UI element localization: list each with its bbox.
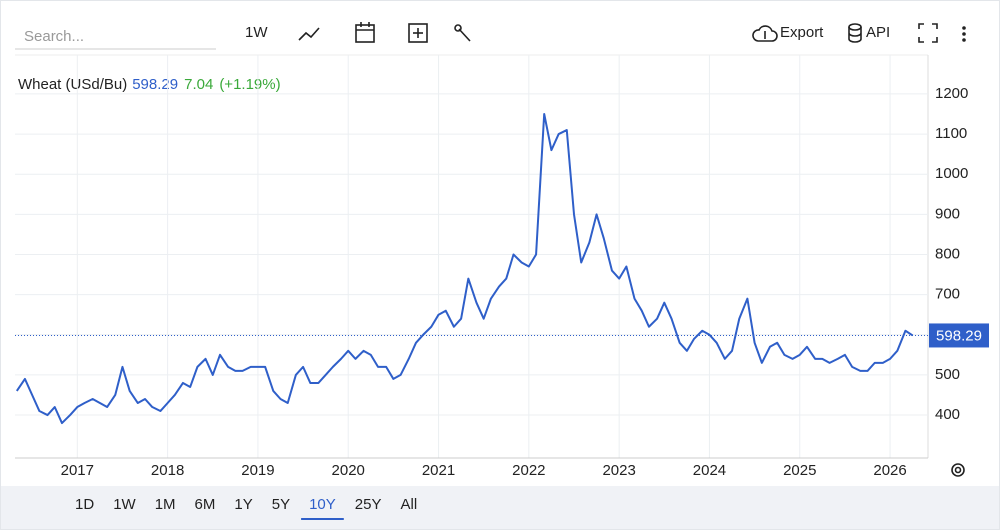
series-name: Wheat (USd/Bu) (18, 76, 127, 93)
y-tick-label: 400 (935, 406, 960, 423)
range-button[interactable]: 1D (75, 496, 94, 513)
range-button[interactable]: 6M (195, 496, 216, 513)
range-button[interactable]: 10Y (309, 496, 336, 513)
range-bar (1, 486, 999, 529)
x-tick-label: 2026 (873, 462, 906, 479)
x-tick-label: 2024 (693, 462, 726, 479)
x-tick-label: 2022 (512, 462, 545, 479)
fullscreen-icon[interactable] (918, 23, 938, 43)
change-percent: (+1.19%) (219, 76, 280, 93)
export-button[interactable]: Export (780, 24, 824, 41)
x-tick-label: 2018 (151, 462, 184, 479)
x-tick-label: 2017 (61, 462, 94, 479)
range-button[interactable]: 1W (113, 496, 136, 513)
range-button[interactable]: 25Y (355, 496, 382, 513)
tools-icon[interactable] (454, 24, 471, 42)
y-tick-label: 800 (935, 245, 960, 262)
api-button[interactable]: API (866, 24, 890, 41)
y-tick-label: 700 (935, 286, 960, 303)
y-tick-label: 1100 (935, 125, 967, 142)
x-tick-label: 2023 (602, 462, 635, 479)
range-button[interactable]: All (401, 496, 418, 513)
more-icon[interactable] (962, 26, 966, 42)
x-tick-label: 2025 (783, 462, 816, 479)
x-tick-label: 2021 (422, 462, 455, 479)
export-icon[interactable] (752, 25, 778, 42)
interval-button[interactable]: 1W (245, 24, 268, 41)
x-tick-label: 2019 (241, 462, 274, 479)
change: 7.04 (184, 76, 213, 93)
api-icon[interactable] (848, 23, 862, 43)
y-tick-label: 1200 (935, 85, 968, 102)
chart-type-icon[interactable] (298, 27, 320, 41)
range-button[interactable]: 5Y (272, 496, 290, 513)
add-icon[interactable] (408, 23, 428, 43)
last-value: 598.29 (132, 76, 178, 93)
calendar-icon[interactable] (355, 22, 375, 43)
y-tick-label: 900 (935, 205, 960, 222)
x-tick-label: 2020 (332, 462, 365, 479)
range-button[interactable]: 1M (155, 496, 176, 513)
y-tick-label: 500 (935, 366, 960, 383)
settings-icon[interactable] (951, 463, 965, 477)
y-tick-label: 1000 (935, 165, 968, 182)
search-input[interactable]: Search... (24, 28, 84, 45)
last-value-box (929, 323, 989, 348)
price-line (15, 113, 914, 425)
range-button[interactable]: 1Y (234, 496, 252, 513)
last-value-label: 598.29 (936, 327, 982, 344)
